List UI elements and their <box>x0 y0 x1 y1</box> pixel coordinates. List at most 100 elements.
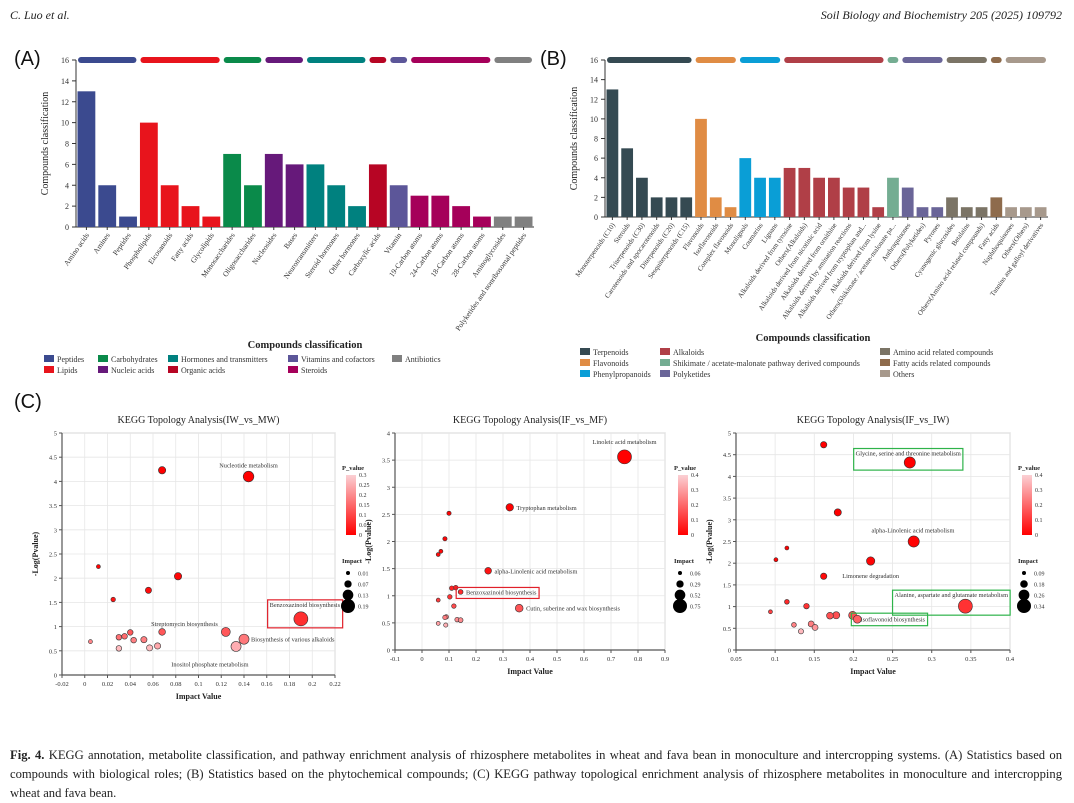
pathway-point <box>798 628 804 635</box>
pathway-point <box>617 449 632 465</box>
bar <box>514 216 533 227</box>
bar <box>327 185 346 227</box>
y-tick-label: 2.5 <box>723 539 731 546</box>
x-tick-label: 0.3 <box>499 656 507 663</box>
bar <box>813 177 825 217</box>
group-band <box>223 57 262 63</box>
color-scale-tick: 0.25 <box>359 483 370 489</box>
x-tick-label: 0.18 <box>284 681 295 688</box>
size-legend-dot <box>341 599 355 613</box>
x-tick-label: 0.05 <box>730 656 741 663</box>
legend-swatch <box>660 348 670 355</box>
bar <box>98 185 117 227</box>
pathway-label: Linoleic acid metabolism <box>593 439 657 446</box>
legend-swatch <box>660 359 670 366</box>
color-legend-title: P_value <box>342 465 364 472</box>
x-tick-label: 0.12 <box>216 681 227 688</box>
bar <box>636 177 648 217</box>
plot-title: KEGG Topology Analysis(IW_vs_MW) <box>118 415 280 426</box>
size-legend-label: 0.26 <box>1034 594 1045 600</box>
group-band <box>607 57 692 63</box>
y-tick-label: 1 <box>728 604 731 611</box>
x-tick-label: 0.08 <box>170 681 181 688</box>
legend-label: Steroids <box>301 366 327 375</box>
bar <box>181 206 200 227</box>
group-band <box>784 57 884 63</box>
legend-swatch <box>580 370 590 377</box>
pathway-point <box>442 614 448 620</box>
panel-label-c: (C) <box>14 391 42 413</box>
y-tick-label: 4 <box>65 181 69 190</box>
group-band <box>390 57 408 63</box>
pathway-point <box>154 642 161 650</box>
group-band <box>369 57 387 63</box>
color-scale-bar <box>346 475 356 535</box>
pathway-label: Alanine, aspartate and glutamate metabol… <box>895 592 1009 599</box>
y-axis-label: Compounds classification <box>569 87 580 191</box>
size-legend-label: 0.09 <box>1034 572 1045 578</box>
bar <box>119 216 137 227</box>
running-header-authors: C. Luo et al. <box>10 8 70 22</box>
y-tick-label: 2 <box>387 539 390 546</box>
bar <box>244 185 262 227</box>
pathway-point <box>158 628 166 636</box>
y-tick-label: 10 <box>61 119 69 128</box>
legend-label: Flavonoids <box>593 359 629 368</box>
size-legend-dot <box>344 580 352 588</box>
pathway-point <box>158 466 167 475</box>
bar <box>724 207 737 217</box>
legend-label: Nucleic acids <box>111 366 154 375</box>
y-tick-label: 2.5 <box>49 552 57 559</box>
legend-label: Amino acid related compounds <box>893 348 993 357</box>
x-tick-label: 0.06 <box>147 681 159 688</box>
size-legend-label: 0.75 <box>690 605 701 611</box>
x-tick-label: 0.1 <box>194 681 202 688</box>
pathway-point <box>146 644 153 652</box>
legend-swatch <box>880 370 890 377</box>
size-legend-dot <box>1022 571 1026 575</box>
y-tick-label: 0 <box>387 648 390 655</box>
legend-label: Polyketides <box>673 370 710 379</box>
group-band <box>307 57 366 63</box>
pathway-point <box>773 557 779 563</box>
pathway-point <box>435 621 441 626</box>
legend-label: Phenylpropanoids <box>593 370 651 379</box>
pathway-point <box>457 617 464 623</box>
bar <box>223 153 242 227</box>
color-scale-tick: 0.05 <box>359 523 370 529</box>
pathway-point <box>438 548 444 554</box>
highlight-box <box>850 612 929 627</box>
x-tick-label: 0.14 <box>238 681 250 688</box>
bar <box>887 177 899 217</box>
legend-label: Carbohydrates <box>111 355 158 364</box>
legend-swatch <box>44 366 54 373</box>
color-scale-tick: 0.4 <box>691 473 699 479</box>
x-tick-label: 0.4 <box>526 656 535 663</box>
y-tick-label: 3 <box>387 485 390 492</box>
x-tick-label: -0.02 <box>55 681 69 688</box>
group-band <box>265 57 303 63</box>
y-axis-label: -Log(Pvalue) <box>705 519 714 564</box>
x-tick-label: 0 <box>420 656 423 663</box>
color-scale-tick: 0 <box>691 533 694 539</box>
bar <box>264 153 283 227</box>
size-legend-label: 0.18 <box>1034 583 1045 589</box>
pathway-point <box>127 629 134 636</box>
color-scale-bar <box>678 475 688 535</box>
legend-swatch <box>288 366 298 373</box>
pathway-point <box>238 633 250 645</box>
group-band <box>990 57 1002 63</box>
bar <box>931 207 944 217</box>
y-tick-label: 6 <box>65 160 69 169</box>
color-scale-tick: 0.2 <box>1035 503 1043 509</box>
color-scale-tick: 0.3 <box>691 488 699 494</box>
color-scale-tick: 0.15 <box>359 503 370 509</box>
pathway-label: Cutin, suberine and wax biosynthesis <box>526 606 620 613</box>
size-legend-dot <box>346 571 350 575</box>
x-tick-label: 0.5 <box>553 656 561 663</box>
bar <box>368 164 387 227</box>
x-tick-label: 0.2 <box>308 681 316 688</box>
group-band <box>887 57 899 63</box>
plot-title: KEGG Topology Analysis(IF_vs_MF) <box>453 415 607 426</box>
bar <box>960 207 973 217</box>
